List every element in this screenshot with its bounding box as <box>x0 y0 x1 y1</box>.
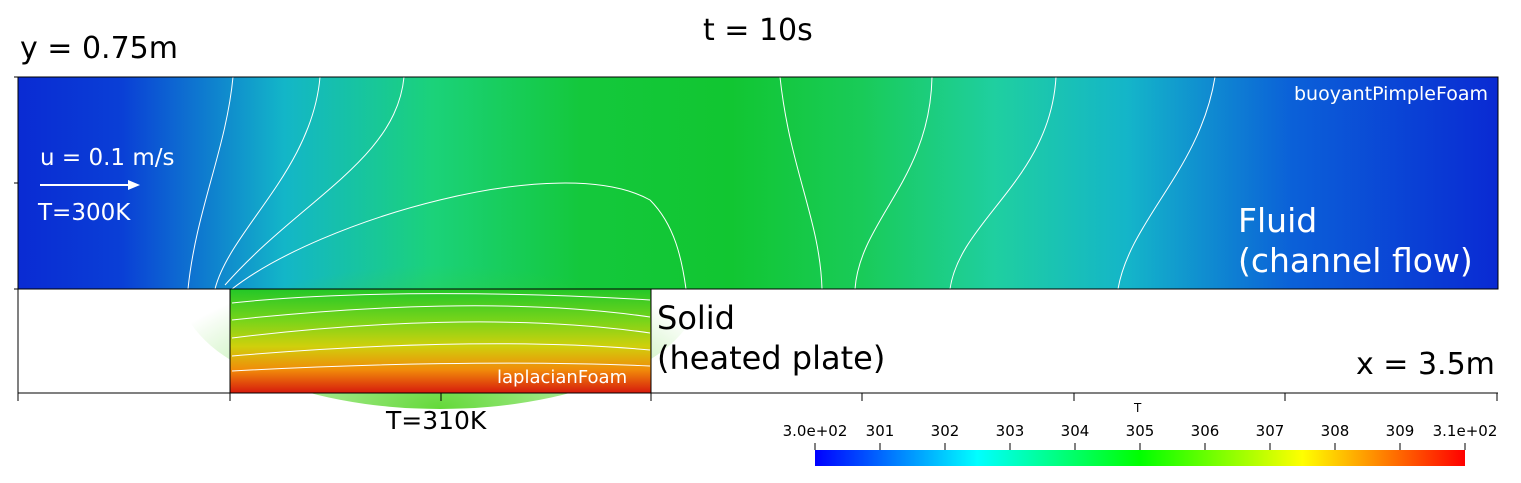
colorbar-tick-label: 303 <box>995 422 1025 440</box>
colorbar-tick-label: 3.1e+02 <box>1432 422 1498 440</box>
bottom-axis <box>17 392 1498 401</box>
colorbar-tick-label: 309 <box>1385 422 1415 440</box>
inlet-velocity-label: u = 0.1 m/s <box>40 145 175 171</box>
colorbar-tick-label: 302 <box>930 422 960 440</box>
solid-sublabel: (heated plate) <box>657 339 886 377</box>
colorbar-tick-label: 306 <box>1190 422 1220 440</box>
y-extent-label: y = 0.75m <box>20 31 178 66</box>
colorbar-ticks <box>814 443 1466 450</box>
solid-solver-label: laplacianFoam <box>497 367 628 388</box>
colorbar-tick-label: 305 <box>1125 422 1155 440</box>
fluid-sublabel: (channel flow) <box>1238 241 1473 280</box>
colorbar-tick-label: 301 <box>865 422 895 440</box>
time-title: t = 10s <box>703 13 813 48</box>
colorbar-tick-label: 304 <box>1060 422 1090 440</box>
fluid-isotherms <box>187 76 1216 290</box>
x-extent-label: x = 3.5m <box>1356 347 1495 382</box>
colorbar-title: T <box>1134 401 1142 415</box>
colorbar-tick-label: 307 <box>1255 422 1285 440</box>
inlet-temperature-label: T=300K <box>38 200 131 226</box>
colorbar-tick-label: 3.0e+02 <box>782 422 848 440</box>
bottom-temperature-label: T=310K <box>386 406 487 435</box>
fluid-label: Fluid <box>1238 201 1318 240</box>
colorbar-tick-label: 308 <box>1320 422 1350 440</box>
solid-isotherms <box>231 293 651 372</box>
fluid-solver-label: buoyantPimpleFoam <box>1294 83 1488 105</box>
colorbar <box>815 450 1465 466</box>
solid-label: Solid <box>657 299 735 337</box>
left-axis-ticks <box>14 76 18 290</box>
inlet-flow-arrow <box>40 180 140 190</box>
